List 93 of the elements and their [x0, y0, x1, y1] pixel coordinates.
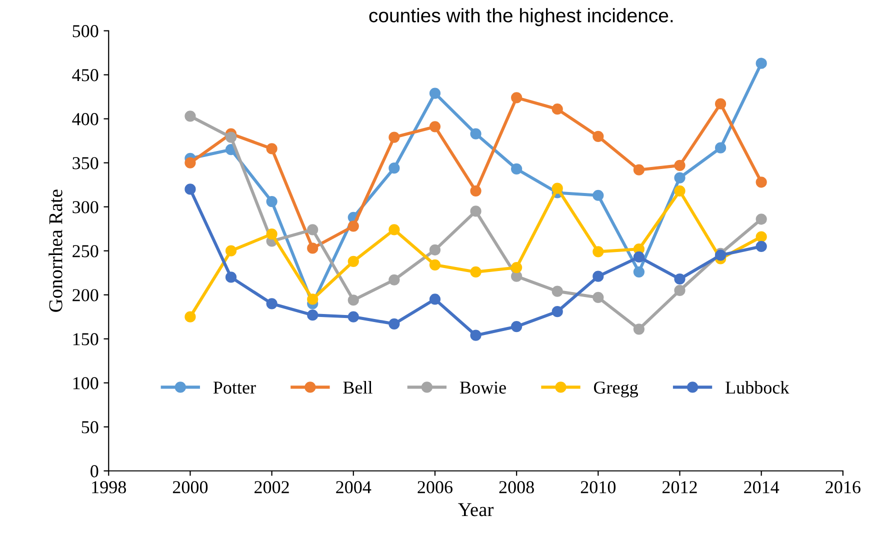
y-axis-title: Gonorrhea Rate	[48, 190, 62, 312]
y-tick-label: 50	[82, 421, 98, 434]
point	[388, 224, 400, 236]
point	[429, 88, 441, 99]
point	[674, 273, 686, 285]
legend-label: Lubbock	[726, 380, 790, 394]
point	[429, 294, 441, 305]
point	[674, 160, 686, 172]
point	[511, 270, 522, 282]
point	[184, 184, 196, 195]
point	[388, 162, 400, 174]
point	[266, 196, 278, 208]
point	[307, 242, 318, 254]
point	[470, 128, 482, 140]
point	[470, 330, 482, 341]
point	[511, 320, 522, 332]
x-tick-label: 2012	[662, 481, 697, 494]
x-tick-label: 2014	[744, 481, 780, 494]
point	[756, 231, 767, 242]
point	[552, 182, 563, 194]
point	[266, 228, 278, 240]
point	[674, 284, 686, 296]
point	[348, 256, 359, 267]
point	[429, 244, 441, 256]
x-tick-label: 2004	[336, 481, 372, 494]
point	[348, 294, 359, 306]
point	[633, 266, 645, 278]
text: counties with the highest incidence.	[369, 8, 673, 26]
point	[429, 121, 441, 132]
point	[429, 259, 441, 270]
point	[552, 306, 563, 318]
point	[592, 130, 604, 142]
point	[388, 132, 400, 143]
point	[714, 98, 726, 110]
point	[470, 185, 482, 197]
point	[225, 245, 237, 256]
point	[592, 292, 604, 304]
y-tick-label: 500	[72, 25, 98, 38]
point	[184, 311, 196, 322]
y-tick-label: 350	[72, 157, 98, 170]
point	[756, 240, 767, 252]
point	[592, 190, 604, 201]
y-tick-label: 100	[73, 377, 98, 390]
point	[307, 310, 318, 321]
point	[470, 206, 482, 217]
point	[388, 274, 400, 286]
point	[470, 266, 482, 278]
point	[592, 246, 604, 258]
point	[756, 58, 767, 69]
point	[225, 272, 237, 283]
point	[633, 251, 645, 263]
point	[552, 104, 563, 115]
x-tick-label: 2016	[826, 481, 860, 494]
point	[633, 324, 645, 335]
point	[592, 270, 604, 282]
point	[388, 318, 400, 330]
point	[714, 142, 726, 154]
point	[674, 172, 686, 184]
legend-label: Potter	[213, 382, 256, 394]
x-tick-label: 1998	[92, 481, 126, 494]
point	[552, 286, 563, 297]
point	[348, 311, 359, 322]
y-tick-label: 400	[72, 113, 98, 126]
point	[184, 157, 196, 168]
legend-label: Bell	[343, 380, 372, 394]
x-tick-label: 2010	[580, 481, 616, 494]
point	[674, 185, 686, 197]
point	[307, 294, 318, 305]
point	[511, 92, 522, 104]
x-tick-label: 2002	[254, 481, 289, 494]
x-tick-label: 2006	[418, 481, 452, 494]
y-tick-label: 300	[72, 201, 98, 214]
y-tick-label: 200	[72, 289, 98, 302]
point	[307, 224, 318, 236]
y-tick-label: 450	[72, 69, 98, 82]
point	[266, 143, 278, 154]
x-axis-title: Year	[458, 503, 494, 516]
point	[184, 110, 196, 122]
x-tick-label: 2008	[499, 481, 534, 494]
x-tick-label: 2000	[172, 481, 208, 494]
y-tick-label: 250	[72, 245, 98, 258]
point	[633, 164, 645, 176]
legend-label: Gregg	[594, 382, 638, 398]
point	[511, 262, 522, 274]
point	[266, 298, 278, 310]
point	[511, 163, 522, 175]
y-tick-label: 0	[90, 465, 98, 478]
point	[756, 214, 767, 225]
point	[348, 220, 359, 232]
point	[756, 176, 767, 188]
legend-label: Bowie	[460, 382, 506, 394]
y-tick-label: 150	[73, 333, 98, 346]
point	[225, 132, 237, 143]
